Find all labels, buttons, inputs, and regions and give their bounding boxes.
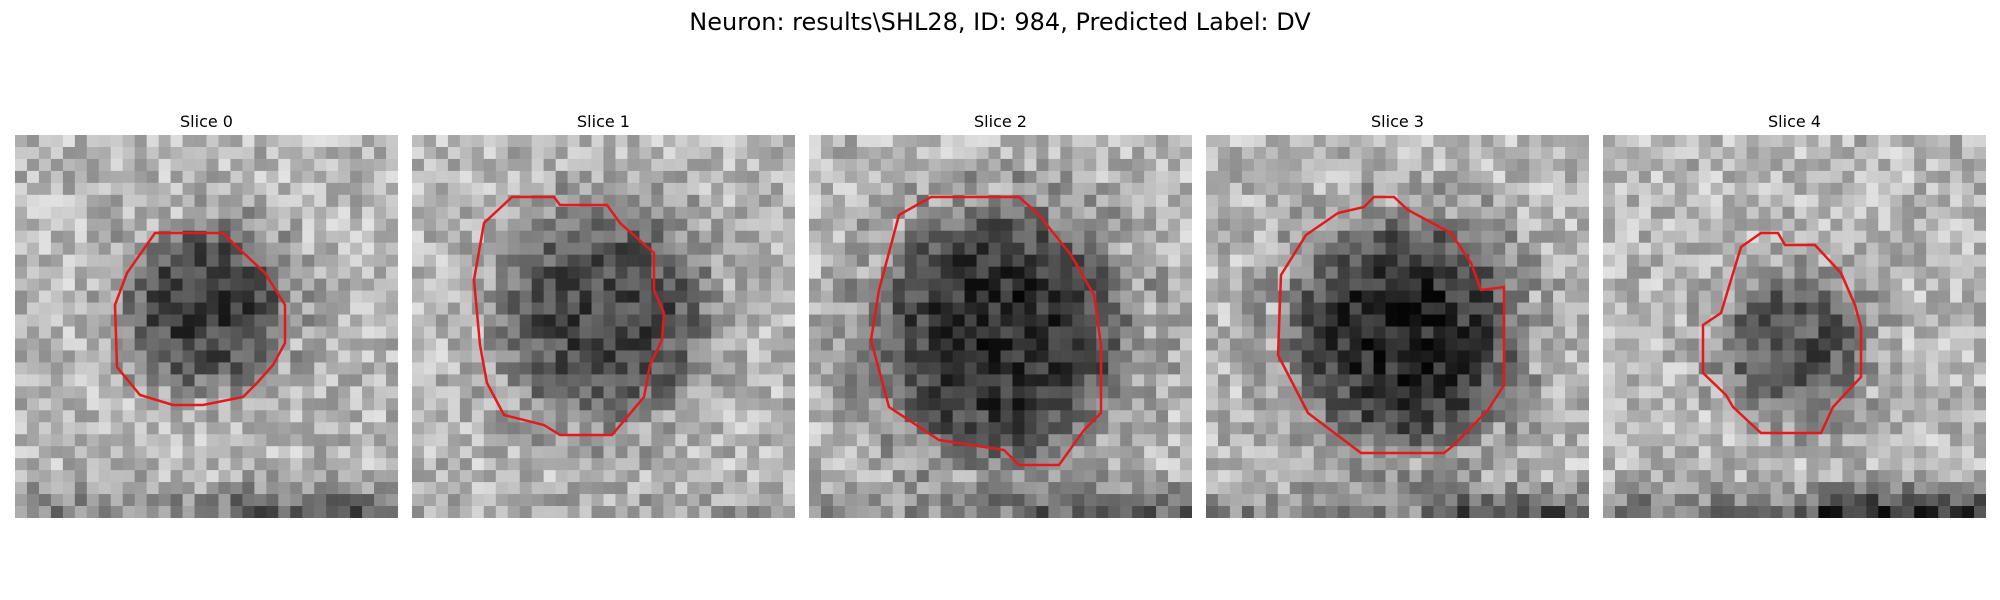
slice-title-0: Slice 0 [180, 112, 233, 131]
slice-image-2 [809, 135, 1192, 518]
slice-image-3 [1206, 135, 1589, 518]
slice-pixels-4 [1603, 135, 1986, 518]
neuron-contour-2 [869, 195, 1103, 467]
slice-title-3: Slice 3 [1371, 112, 1424, 131]
slice-pixels-0 [15, 135, 398, 518]
figure-title: Neuron: results\SHL28, ID: 984, Predicte… [689, 8, 1311, 36]
slice-panel-1: Slice 1 [412, 110, 795, 518]
neuron-contour-3 [1276, 195, 1506, 455]
slice-image-4 [1603, 135, 1986, 518]
slice-title-1: Slice 1 [577, 112, 630, 131]
slice-image-0 [15, 135, 398, 518]
slice-image-1 [412, 135, 795, 518]
slice-panel-2: Slice 2 [809, 110, 1192, 518]
neuron-contour-4 [1701, 231, 1863, 435]
slice-panel-4: Slice 4 [1603, 110, 1986, 518]
slice-pixels-3 [1206, 135, 1589, 518]
slice-title-4: Slice 4 [1768, 112, 1821, 131]
slice-pixels-1 [412, 135, 795, 518]
slice-pixels-2 [809, 135, 1192, 518]
slice-title-2: Slice 2 [974, 112, 1027, 131]
neuron-contour-1 [472, 195, 666, 437]
neuron-contour-0 [113, 231, 287, 407]
slice-panel-3: Slice 3 [1206, 110, 1589, 518]
slice-panel-0: Slice 0 [15, 110, 398, 518]
